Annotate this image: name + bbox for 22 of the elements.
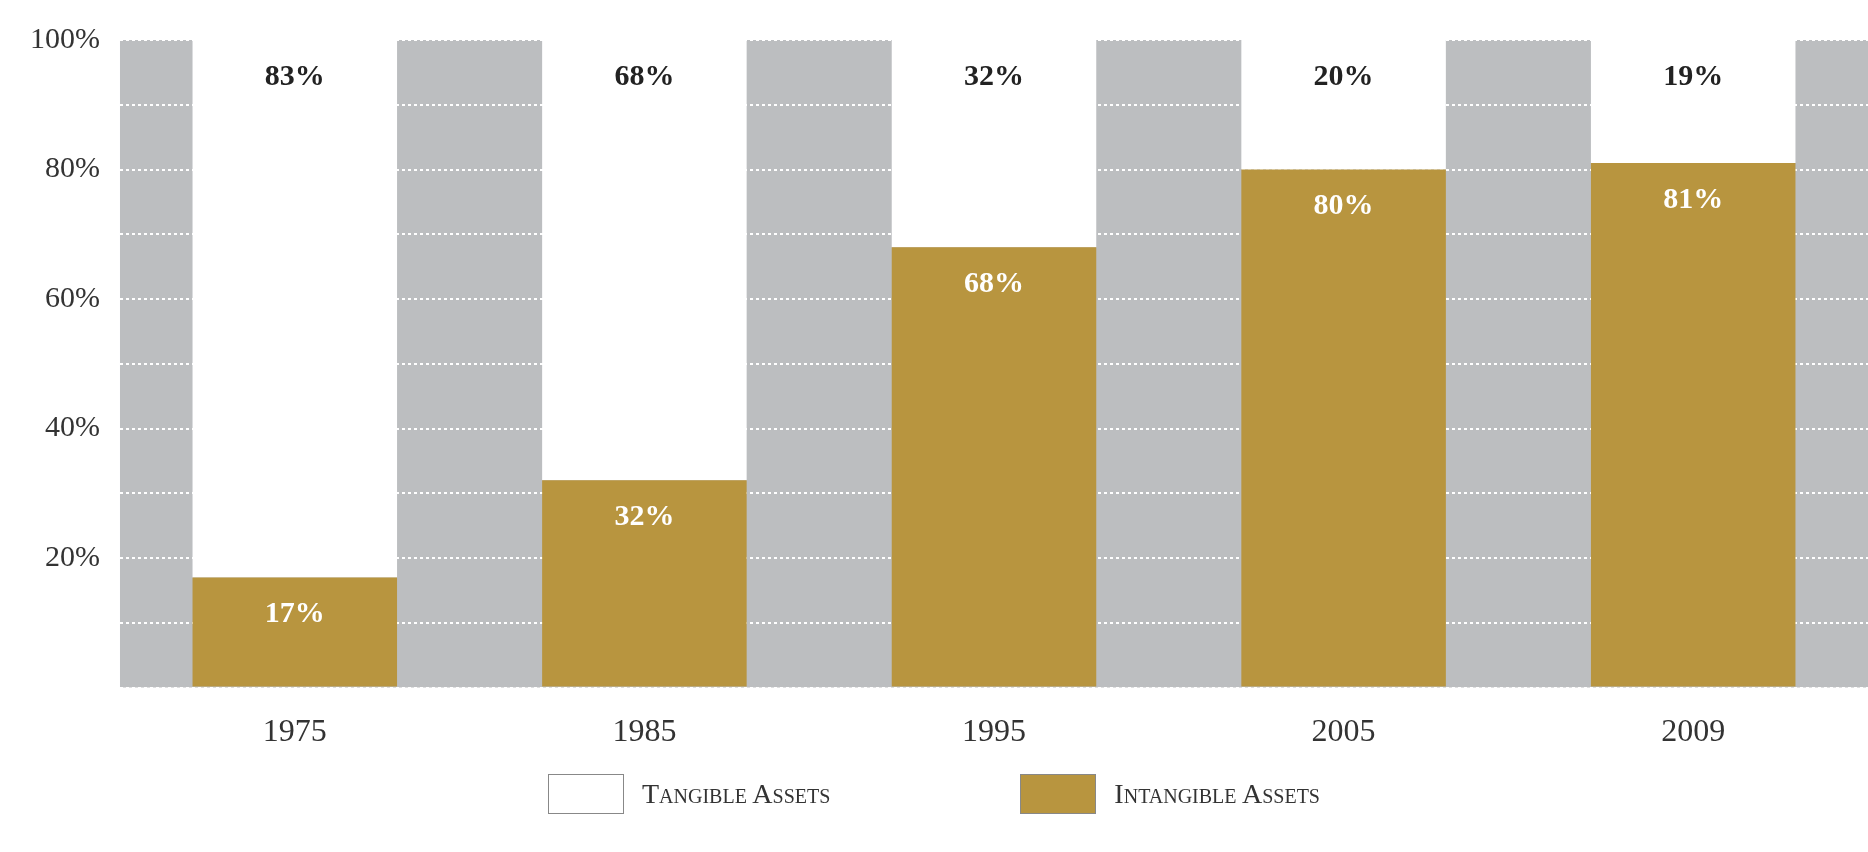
x-tick-label: 2005 — [1311, 712, 1376, 749]
data-label: 80% — [1313, 187, 1374, 221]
x-tick-label: 1985 — [612, 712, 677, 749]
data-label: 68% — [614, 57, 675, 91]
legend-label: Intangible Assets — [1114, 778, 1320, 810]
y-tick-label: 100% — [29, 20, 100, 54]
data-label: 20% — [1313, 57, 1374, 91]
x-tick-label: 1995 — [962, 712, 1026, 749]
legend-label: Tangible Assets — [642, 778, 831, 810]
y-tick-label: 80% — [44, 150, 100, 184]
y-tick-label: 40% — [44, 409, 100, 443]
data-label: 19% — [1663, 57, 1724, 91]
x-tick-label: 1975 — [262, 712, 327, 749]
data-label: 32% — [964, 57, 1024, 91]
y-tick-label: 60% — [44, 279, 100, 313]
data-label: 83% — [264, 57, 325, 91]
data-label: 17% — [264, 595, 325, 629]
data-label: 81% — [1663, 180, 1724, 214]
data-label: 32% — [614, 498, 675, 532]
x-tick-label: 2009 — [1661, 712, 1726, 749]
data-label: 68% — [964, 264, 1024, 298]
y-tick-label: 20% — [44, 538, 100, 572]
